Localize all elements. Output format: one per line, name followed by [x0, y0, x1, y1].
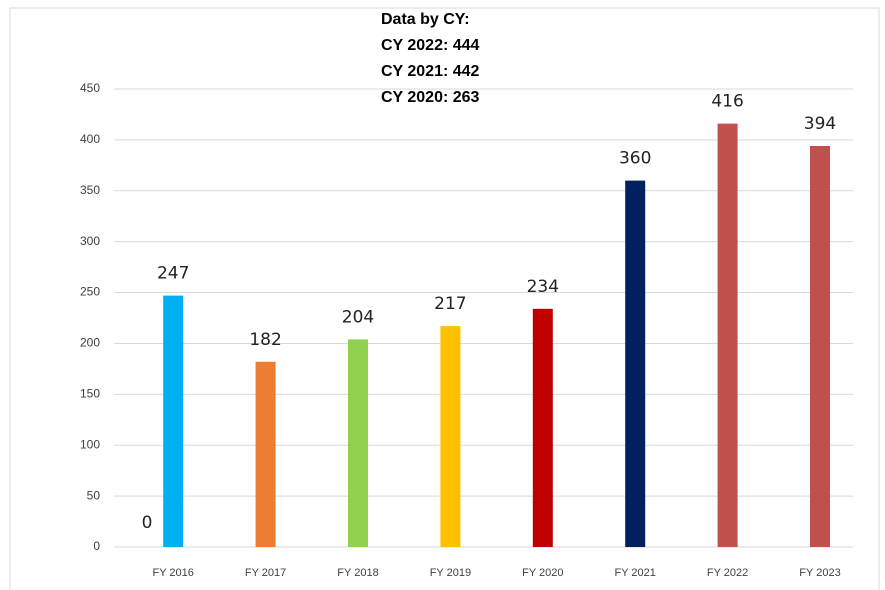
x-tick-label: FY 2018 — [337, 567, 378, 579]
x-tick-label: FY 2016 — [153, 567, 194, 579]
x-tick-label: FY 2017 — [245, 567, 286, 579]
bar — [348, 339, 368, 547]
y-tick-label: 150 — [80, 387, 100, 401]
bar — [440, 326, 461, 547]
x-tick-label: FY 2021 — [615, 567, 656, 579]
bar — [717, 123, 738, 548]
annotation: Data by CY: — [381, 11, 470, 28]
x-tick-label: FY 2023 — [799, 567, 840, 579]
chart-frame — [9, 7, 880, 590]
y-tick-label: 400 — [80, 132, 100, 146]
value-label: 182 — [249, 330, 281, 350]
x-tick-label: FY 2019 — [430, 567, 471, 579]
annotation: CY 2022: 444 — [381, 37, 480, 54]
extra-label: 0 — [142, 513, 153, 533]
x-tick-label: FY 2022 — [707, 567, 748, 579]
value-label: 394 — [804, 114, 836, 134]
bar — [255, 361, 276, 547]
bar — [625, 180, 646, 547]
bar — [163, 295, 184, 547]
value-label: 234 — [527, 277, 559, 297]
value-label: 204 — [342, 307, 374, 327]
value-label: 247 — [157, 264, 189, 284]
y-tick-label: 0 — [93, 539, 100, 553]
x-tick-label: FY 2020 — [522, 567, 563, 579]
bar — [810, 145, 830, 548]
annotation: CY 2021: 442 — [381, 63, 480, 80]
y-tick-label: 250 — [80, 285, 100, 299]
y-tick-label: 100 — [80, 437, 100, 451]
y-tick-label: 50 — [87, 488, 101, 502]
annotation: CY 2020: 263 — [381, 89, 480, 106]
value-label: 416 — [711, 92, 743, 112]
y-tick-label: 300 — [80, 234, 100, 248]
value-label: 217 — [434, 294, 466, 314]
value-label: 360 — [619, 149, 651, 169]
y-tick-label: 450 — [80, 81, 100, 95]
bar — [532, 308, 553, 547]
y-tick-label: 350 — [80, 183, 100, 197]
y-tick-label: 200 — [80, 336, 100, 350]
